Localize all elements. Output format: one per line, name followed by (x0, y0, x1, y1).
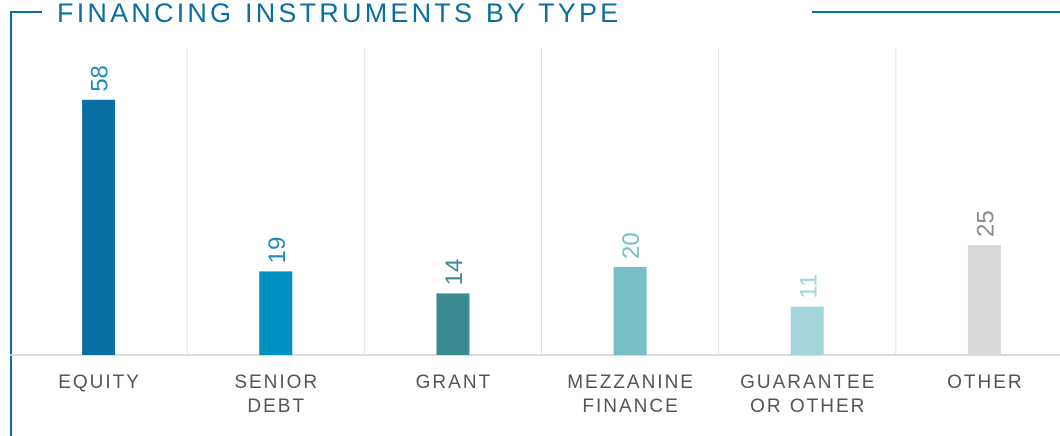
x-tick-line: EQUITY (58, 372, 141, 393)
value-label: 11 (795, 274, 822, 299)
x-tick-line: GUARANTEE (740, 372, 876, 393)
bar (82, 99, 116, 355)
bar (613, 267, 647, 355)
x-tick-line: GRANT (416, 372, 493, 393)
value-label: 20 (618, 232, 645, 259)
x-tick-label: MEZZANINE FINANCE (567, 372, 695, 417)
bar (259, 271, 293, 355)
value-label: 19 (264, 237, 291, 264)
x-tick-label: EQUITY (58, 372, 141, 393)
x-tick-line: DEBT (247, 396, 306, 417)
x-tick-label: GRANT (416, 372, 493, 393)
bar (967, 245, 1001, 355)
chart-title: FINANCING INSTRUMENTS BY TYPE (57, 0, 621, 28)
value-label: 14 (441, 259, 468, 286)
bar (436, 293, 470, 355)
x-tick-line: OR OTHER (750, 396, 866, 417)
x-tick-line: MEZZANINE (567, 372, 695, 393)
x-tick-label: OTHER (947, 372, 1024, 393)
value-label: 58 (87, 65, 114, 92)
bar (790, 306, 824, 355)
x-tick-line: OTHER (947, 372, 1024, 393)
x-tick-label: SENIOR DEBT (234, 372, 319, 417)
x-tick-line: SENIOR (234, 372, 319, 393)
x-tick-line: FINANCE (582, 396, 679, 417)
x-tick-label: GUARANTEE OR OTHER (740, 372, 876, 417)
value-label: 25 (972, 210, 999, 237)
